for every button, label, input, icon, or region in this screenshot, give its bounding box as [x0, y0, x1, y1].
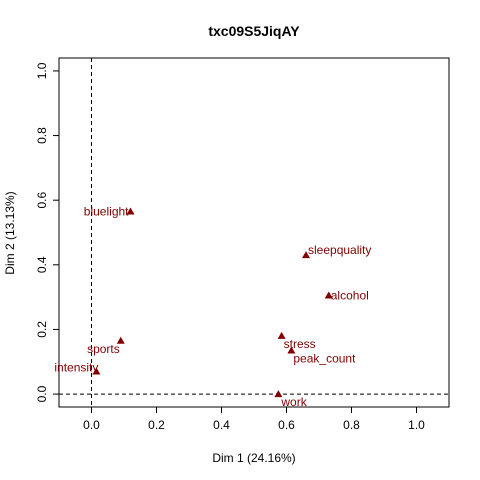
- point-label: alcohol: [331, 289, 369, 303]
- x-axis-label: Dim 1 (24.16%): [212, 451, 295, 465]
- x-tick-label: 0.2: [148, 418, 165, 432]
- point-label: intensity: [54, 360, 98, 374]
- y-tick-label: 0.6: [35, 192, 49, 209]
- point-label: bluelight: [84, 204, 129, 218]
- point-label: stress: [284, 337, 316, 351]
- chart-title: txc09S5JiqAY: [208, 23, 300, 39]
- x-tick-label: 0.6: [278, 418, 295, 432]
- plot-frame: [58, 57, 450, 408]
- point-marker: [302, 251, 310, 259]
- point-label: work: [280, 395, 307, 409]
- y-tick-label: 0.0: [35, 385, 49, 402]
- point-marker: [126, 207, 135, 215]
- point-marker: [92, 367, 101, 375]
- x-tick-label: 0.0: [83, 418, 100, 432]
- y-tick-label: 0.4: [35, 256, 49, 273]
- x-tick-label: 0.8: [343, 418, 360, 432]
- point-label: sports: [87, 342, 120, 356]
- point-label: peak_count: [293, 351, 356, 365]
- y-tick-label: 0.2: [35, 321, 49, 338]
- plot-area: 0.0 0.2 0.4 0.6 0.8 1.0 0.0 0.2 0.4 0.6 0.8 1.0 blue…: [35, 57, 450, 432]
- point-marker: [116, 336, 125, 344]
- point-marker: [287, 346, 296, 354]
- point-marker: [277, 331, 286, 339]
- x-tick-label: 1.0: [408, 418, 425, 432]
- point-marker: [324, 291, 333, 299]
- y-axis-label: Dim 2 (13.13%): [3, 191, 17, 274]
- point-marker: [274, 390, 283, 398]
- y-tick-label: 0.8: [35, 127, 49, 144]
- y-tick-label: 1.0: [35, 62, 49, 79]
- point-label: sleepquality: [308, 243, 371, 257]
- x-tick-label: 0.4: [213, 418, 230, 432]
